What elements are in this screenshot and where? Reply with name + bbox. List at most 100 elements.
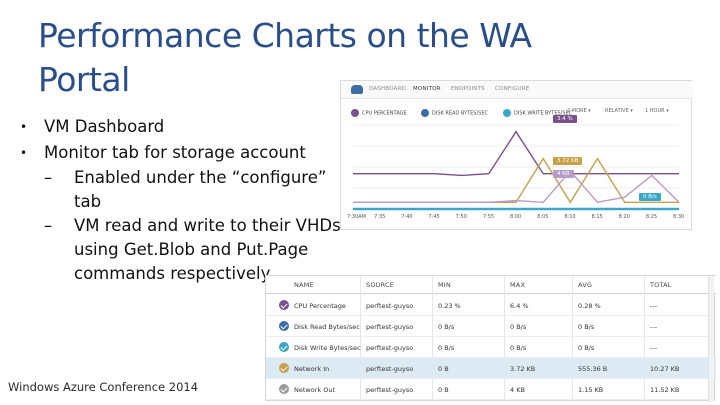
cell-avg: 0 B/s [578,344,595,352]
cell-name: Disk Write Bytes/sec [294,344,361,352]
check-icon [421,109,429,117]
check-icon [351,109,359,117]
check-icon [503,109,511,117]
cell-source: perftest-guyso [366,344,414,352]
legend-disk-write[interactable]: DISK WRITE BYTES/SEC [503,109,572,117]
sub-bullet-vhd: – VM read and write to their VHDs [44,216,341,235]
relative-dropdown[interactable]: RELATIVE ▾ [605,108,633,114]
col-name[interactable]: NAME [294,281,314,289]
cell-avg: 555.36 B [578,365,608,373]
check-icon[interactable] [279,300,289,310]
series-line-cpu-percentage [353,130,679,177]
cell-name: Disk Read Bytes/sec [294,323,360,331]
metrics-table: NAME SOURCE MIN MAX AVG TOTAL CPU Percen… [265,275,716,402]
check-icon[interactable] [279,384,289,394]
cell-max: 0 B/s [510,323,527,331]
check-icon[interactable] [279,321,289,331]
x-tick-label: 8:00 [510,214,522,220]
cell-name: Network In [294,365,330,373]
col-avg[interactable]: AVG [578,281,593,289]
cell-max: 6.4 % [510,302,529,310]
cell-min: 0 B/s [438,344,455,352]
cell-name: Network Out [294,386,335,394]
title-line-1: Performance Charts on the WA [38,16,532,55]
performance-chart [353,124,680,211]
col-min[interactable]: MIN [438,281,451,289]
column-divider [504,276,505,402]
title-line-2: Portal [38,60,130,99]
chart-series [353,130,680,211]
slide-title: Performance Charts on the WA Portal [38,14,598,102]
sub-bullet-configure-cont: tab [74,192,102,211]
cell-avg: 0 B/s [578,323,595,331]
x-tick-label: 8:05 [537,214,549,220]
tab-endpoints[interactable]: ENDPOINTS [451,86,485,92]
x-tick-label: 7:40 [401,214,413,220]
cell-total: --- [650,302,658,310]
x-tick-label: 7:35 [374,214,386,220]
sub-bullet-configure: – Enabled under the “configure” [44,168,327,187]
table-scrollbar[interactable] [708,276,714,402]
cell-source: perftest-guyso [366,302,414,310]
sub-bullet-vhd-cont-2: commands respectively [74,264,271,283]
col-max[interactable]: MAX [510,281,526,289]
table-header: NAME SOURCE MIN MAX AVG TOTAL [266,276,716,294]
table-row[interactable]: Network Out perftest-guyso 0 B 4 KB 1.15… [266,379,716,400]
table-row-selected[interactable]: Network In perftest-guyso 0 B 3.72 KB 55… [266,358,716,379]
x-tick-label: 8:30 [673,214,685,220]
cell-source: perftest-guyso [366,365,414,373]
x-tick-label: 8:15 [591,214,603,220]
cell-total: --- [650,323,658,331]
column-divider [360,276,361,402]
tab-configure[interactable]: CONFIGURE [495,86,530,92]
cell-total: --- [650,344,658,352]
cell-total: 11.52 KB [650,386,680,394]
x-tick-label: 8:25 [645,214,658,220]
range-dropdown[interactable]: 1 HOUR ▾ [645,108,669,114]
cell-avg: 1.15 KB [578,386,604,394]
table-row[interactable]: CPU Percentage perftest-guyso 0.23 % 6.4… [266,295,716,316]
col-source[interactable]: SOURCE [366,281,395,289]
column-divider [432,276,433,402]
callout-read: 3.72 KB [553,157,583,165]
x-tick-label: 8:10 [564,214,576,220]
more-dropdown[interactable]: 2 MORE ▾ [567,108,591,114]
cell-name: CPU Percentage [294,302,346,310]
cell-source: perftest-guyso [366,323,414,331]
x-tick-label: 7:50 [455,214,467,220]
callout-write: 4 KB [553,170,574,178]
cell-total: 10.27 KB [650,365,680,373]
table-row[interactable]: Disk Read Bytes/sec perftest-guyso 0 B/s… [266,316,716,337]
bullet-vm-dashboard: VM Dashboard [20,114,350,140]
cell-max: 0 B/s [510,344,527,352]
cell-min: 0 B [438,365,449,373]
x-tick-label: 8:20 [618,214,630,220]
cell-min: 0 B [438,386,449,394]
column-divider [644,276,645,402]
legend-disk-read[interactable]: DISK READ BYTES/SEC [421,109,488,117]
legend-cpu[interactable]: CPU PERCENTAGE [351,109,407,117]
portal-chart-panel: DASHBOARD MONITOR ENDPOINTS CONFIGURE CP… [340,80,693,230]
portal-tab-bar: DASHBOARD MONITOR ENDPOINTS CONFIGURE [341,81,693,99]
tab-monitor[interactable]: MONITOR [413,86,441,92]
table-row[interactable]: Disk Write Bytes/sec perftest-guyso 0 B/… [266,337,716,358]
x-tick-label: 7:45 [428,214,440,220]
cell-min: 0.23 % [438,302,461,310]
cloud-icon [351,85,363,94]
col-total[interactable]: TOTAL [650,281,672,289]
cell-avg: 0.28 % [578,302,601,310]
chart-grid [353,124,679,210]
series-line-disk-read-bytes-sec [353,157,679,204]
column-divider [572,276,573,402]
sub-bullet-vhd-cont-1: using Get.Blob and Put.Page [74,240,309,259]
check-icon[interactable] [279,363,289,373]
callout-cpu: 3.4 % [553,115,577,123]
cell-source: perftest-guyso [366,386,414,394]
check-icon[interactable] [279,342,289,352]
series-line-network-in [353,170,680,204]
x-tick-label: 7:30AM [347,214,366,220]
tab-dashboard[interactable]: DASHBOARD [369,86,407,92]
cell-max: 3.72 KB [510,365,536,373]
footer-text: Windows Azure Conference 2014 [8,380,199,394]
x-tick-label: 7:55 [482,214,495,220]
